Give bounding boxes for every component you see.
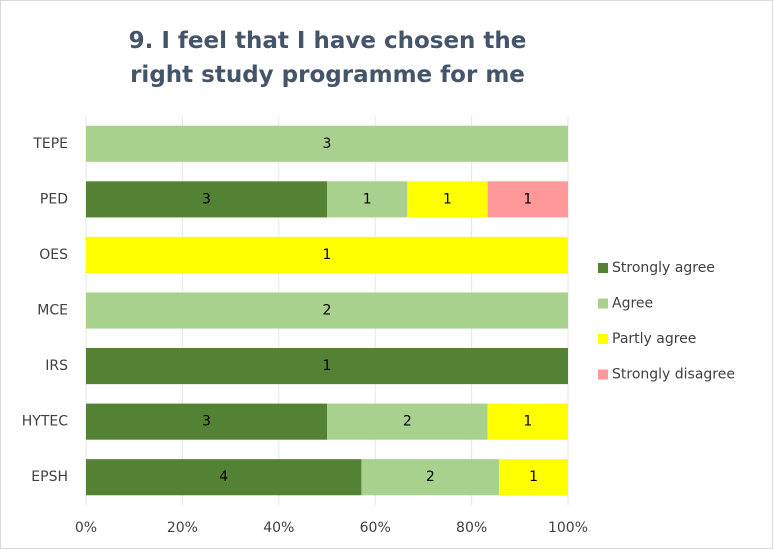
data-label: 1	[523, 191, 532, 207]
legend-label: Agree	[612, 296, 653, 312]
bar-segment	[86, 459, 362, 496]
data-label: 1	[529, 469, 538, 485]
bar-segment	[86, 236, 568, 273]
y-tick-label: MCE	[37, 303, 68, 319]
legend-swatch	[598, 298, 608, 309]
data-label: 2	[426, 469, 435, 485]
bar-segment	[327, 181, 408, 218]
data-label: 3	[202, 414, 211, 430]
data-label: 3	[323, 136, 332, 152]
bar-segment	[86, 181, 327, 218]
data-label: 1	[523, 414, 532, 430]
y-tick-label: IRS	[45, 358, 68, 374]
bar-segment	[86, 348, 568, 385]
bar-segment	[86, 125, 568, 162]
bar-segment	[407, 181, 488, 218]
y-tick-label: TEPE	[32, 136, 68, 152]
y-tick-label: HYTEC	[22, 414, 68, 430]
bar-segment	[487, 403, 568, 440]
y-tick-label: OES	[39, 247, 68, 263]
data-label: 1	[323, 358, 332, 374]
data-label: 1	[323, 247, 332, 263]
legend-swatch	[598, 369, 608, 380]
legend-swatch	[598, 263, 608, 273]
data-label: 3	[202, 191, 211, 207]
data-label: 1	[443, 191, 452, 207]
legend-label: Strongly agree	[612, 260, 715, 276]
data-label: 2	[323, 303, 332, 319]
data-label: 4	[219, 469, 228, 485]
chart-title: 9. I feel that I have chosen the right s…	[128, 28, 527, 88]
bar-segment	[327, 403, 488, 440]
bar-segment	[86, 403, 327, 440]
x-tick-label: 0%	[75, 520, 97, 536]
bar-segment	[499, 459, 568, 496]
legend-label: Strongly disagree	[612, 367, 735, 383]
data-label: 2	[403, 414, 412, 430]
bar-segment	[361, 459, 500, 496]
y-tick-label: PED	[40, 191, 68, 207]
y-tick-label: EPSH	[31, 469, 68, 485]
data-label: 1	[363, 191, 372, 207]
bar-segment	[487, 181, 568, 218]
legend-label: Partly agree	[612, 331, 696, 347]
x-tick-label: 20%	[167, 520, 198, 536]
x-tick-label: 100%	[548, 520, 588, 536]
x-tick-label: 80%	[456, 520, 487, 536]
x-tick-label: 40%	[263, 520, 294, 536]
bar-segment	[86, 292, 568, 329]
x-tick-label: 60%	[360, 520, 391, 536]
legend-swatch	[598, 334, 608, 344]
